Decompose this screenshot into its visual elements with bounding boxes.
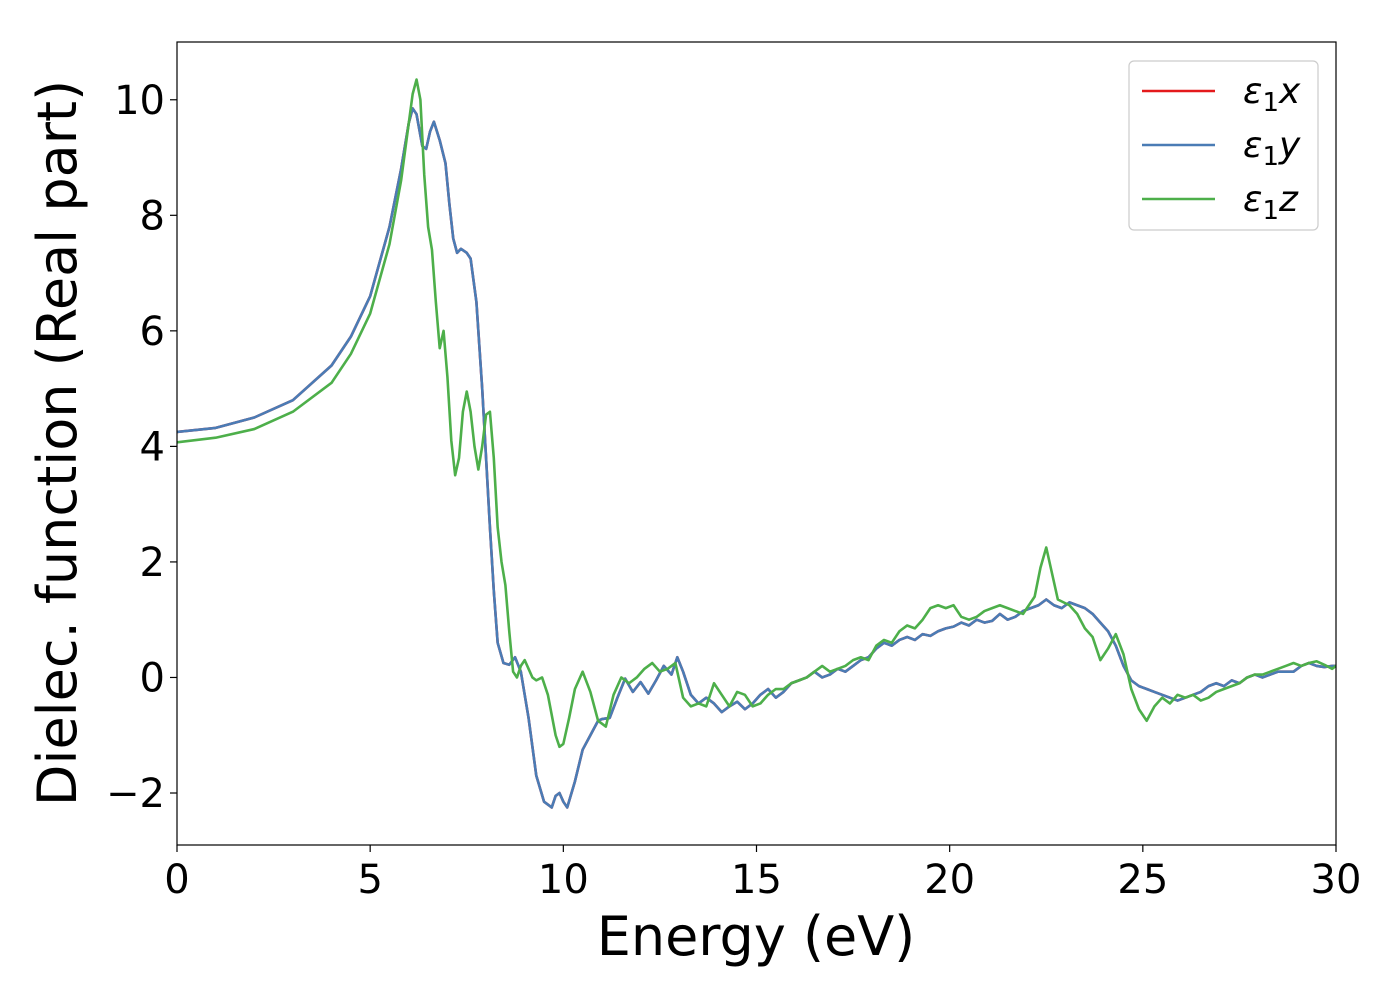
- x-tick-label: 15: [731, 857, 782, 903]
- legend-entry-label: ε1x: [1243, 71, 1301, 118]
- y-tick-label: 8: [140, 193, 165, 239]
- x-tick-label: 20: [924, 857, 975, 903]
- x-tick-label: 30: [1311, 857, 1362, 903]
- legend-entry-label: ε1z: [1243, 179, 1299, 226]
- series-layer: [177, 78, 1336, 809]
- legend-entry-label: ε1y: [1243, 125, 1301, 172]
- y-axis: −2 0 2 4 6 8 10: [106, 78, 177, 817]
- x-axis: 0 5 10 15 20 25 30: [164, 845, 1361, 903]
- y-tick-label: 4: [140, 424, 165, 470]
- legend-box: [1128, 60, 1319, 231]
- x-tick-label: 25: [1117, 857, 1168, 903]
- y-tick-label: 2: [140, 540, 165, 586]
- x-tick-label: 0: [164, 857, 189, 903]
- y-tick-label: 10: [114, 78, 165, 124]
- y-tick-label: 6: [140, 309, 165, 355]
- x-tick-label: 5: [357, 857, 382, 903]
- y-tick-label: 0: [140, 655, 165, 701]
- x-tick-label: 10: [538, 857, 589, 903]
- y-tick-label: −2: [106, 771, 165, 817]
- series-line-3: [177, 78, 1336, 749]
- x-axis-title: Energy (eV): [597, 905, 916, 968]
- legend: ε1x ε1y ε1z: [1128, 60, 1319, 231]
- y-axis-title: Dielec. function (Real part): [26, 80, 89, 806]
